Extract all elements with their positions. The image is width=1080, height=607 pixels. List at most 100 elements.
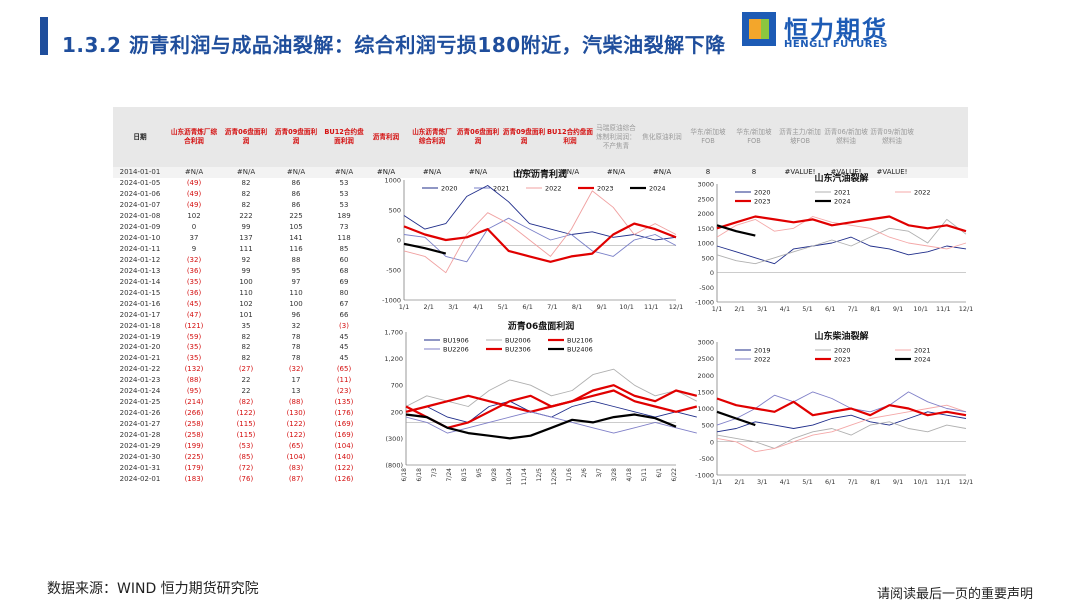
table-cell: 2024-01-13 (119, 266, 161, 275)
chart-shandong-diesel-crack: 山东柴油裂解 3000 2500 2000 1500 1000 500 0 -500 -1000 1… (695, 328, 973, 493)
y-tick-label: 0 (710, 269, 714, 277)
table-row: 2024-01-10 37 137 141 118 (113, 233, 367, 244)
table-cell: #N/A (560, 168, 580, 176)
table-cell: 0 (191, 223, 197, 232)
table-cell: 2024-01-29 (119, 441, 161, 450)
series-line-2021 (403, 217, 677, 263)
legend-label: BU2206 (443, 346, 469, 354)
series-line-2020 (403, 185, 677, 241)
x-tick-label: 6/18 (416, 468, 423, 482)
table-header-cell: 山东沥青炼厂综合利润 (412, 128, 452, 145)
x-tick-label: 2/1 (423, 303, 433, 311)
table-cell: 78 (291, 332, 301, 341)
table-cell: (49) (186, 179, 202, 188)
x-tick-label: 9/1 (597, 303, 607, 311)
x-tick-label: 1/16 (566, 468, 573, 482)
series-line-2020 (716, 421, 967, 449)
table-cell: (87) (288, 474, 304, 483)
x-tick-label: 6/1 (522, 303, 532, 311)
y-tick-label: 2500 (697, 195, 714, 203)
table-header-cell: BU12合约盘面利润 (547, 128, 593, 145)
x-tick-label: 7/3 (431, 468, 438, 478)
y-tick-label: 3000 (697, 181, 714, 189)
table-cell: 222 (239, 212, 253, 221)
y-tick-label: 500 (702, 422, 714, 430)
table-cell: 189 (337, 212, 351, 221)
table-cell: 53 (339, 179, 349, 188)
x-tick-label: 4/1 (473, 303, 483, 311)
x-tick-label: 11/14 (521, 468, 528, 485)
table-cell: #VALUE! (830, 168, 862, 176)
table-cell: 2024-01-24 (119, 387, 161, 396)
table-cell: 13 (291, 387, 301, 396)
x-tick-label: 5/1 (802, 305, 812, 313)
x-tick-label: 9/1 (893, 305, 903, 313)
x-tick-label: 6/1 (825, 478, 835, 486)
table-row: 2024-01-31 (179) (72) (83) (122) (113, 462, 367, 473)
table-cell: 82 (241, 190, 251, 199)
chart-svg: 山东汽油裂解300025002000150010005000-500-10001… (695, 172, 973, 313)
legend-label: 2022 (754, 356, 771, 364)
table-cell: (135) (334, 398, 354, 407)
table-cell: 82 (241, 332, 251, 341)
y-tick-label: 3000 (697, 339, 714, 347)
table-cell: 137 (239, 234, 253, 243)
table-cell: 100 (239, 277, 253, 286)
x-tick-label: 6/18 (401, 468, 408, 482)
x-tick-label: 3/1 (757, 305, 767, 313)
table-cell: (179) (184, 463, 204, 472)
chart-title: 山东沥青利润 (513, 168, 567, 180)
x-tick-label: 8/1 (870, 305, 880, 313)
table-row: 2024-01-28 (258) (115) (122) (169) (113, 430, 367, 441)
table-cell: (82) (238, 398, 254, 407)
y-tick-label: 500 (702, 254, 714, 262)
x-tick-label: 4/18 (626, 468, 633, 482)
table-cell: 45 (339, 354, 349, 363)
series-line-2024 (716, 224, 756, 237)
table-cell: 110 (239, 288, 253, 297)
x-tick-label: 2/1 (734, 305, 744, 313)
table-cell: 17 (291, 376, 301, 385)
chart-asphalt06-futures-profit: 沥青06盘面利润 1,700 1,200 700 200 (300) (800) 6/18 6/… (380, 318, 698, 493)
table-cell: (65) (336, 365, 352, 374)
table-cell: (35) (186, 343, 202, 352)
table-cell: (122) (334, 463, 354, 472)
table-cell: 2024-01-14 (119, 277, 161, 286)
table-row: 2014-01-01 #N/A #N/A #N/A #N/A (113, 167, 367, 178)
legend-label: 2024 (914, 356, 931, 364)
table-cell: 2024-01-11 (119, 245, 161, 254)
table-cell: 53 (339, 201, 349, 210)
chart-shandong-gasoline-crack: 山东汽油裂解 3000 2500 2000 1500 1000 500 0 -500 -1000 1… (695, 170, 973, 320)
table-cell: #VALUE! (784, 168, 816, 176)
y-tick-label: 1,700 (384, 329, 403, 337)
data-table: 沥青利润 #N/A 山东沥青炼厂综合利润 #N/A 沥青06盘面利润 #N/A 沥青09盘面… (113, 107, 968, 499)
table-cell: #N/A (468, 168, 488, 176)
table-cell: (47) (186, 310, 202, 319)
legend-label: BU2306 (505, 346, 531, 354)
y-tick-label: -1000 (695, 472, 714, 480)
table-row: 2024-01-08 102 222 225 189 (113, 211, 367, 222)
table-cell: 67 (339, 299, 349, 308)
table-cell: 110 (289, 288, 303, 297)
y-tick-label: 500 (389, 207, 401, 215)
series-line-2021 (716, 404, 967, 453)
series-line-2022 (716, 391, 967, 426)
table-cell: 68 (339, 266, 349, 275)
table-cell: 86 (291, 190, 301, 199)
y-tick-label: 1000 (697, 240, 714, 248)
legend-label: 2020 (754, 189, 771, 197)
table-cell: 102 (187, 212, 201, 221)
x-tick-label: 12/1 (669, 303, 684, 311)
table-cell: (59) (186, 332, 202, 341)
legend-label: BU2106 (567, 337, 593, 345)
legend-label: 2024 (834, 198, 851, 206)
y-tick-label: 1000 (697, 405, 714, 413)
data-source: 数据来源：WIND 恒力期货研究院 (47, 581, 259, 597)
x-tick-label: 6/1 (656, 468, 663, 478)
table-cell: 2024-01-07 (119, 201, 161, 210)
table-cell: 101 (239, 310, 253, 319)
table-cell: 2024-01-09 (119, 223, 161, 232)
table-cell: 2024-01-15 (119, 288, 161, 297)
table-cell: 82 (241, 201, 251, 210)
table-row: 2024-01-12 (32) 92 88 60 (113, 255, 367, 266)
